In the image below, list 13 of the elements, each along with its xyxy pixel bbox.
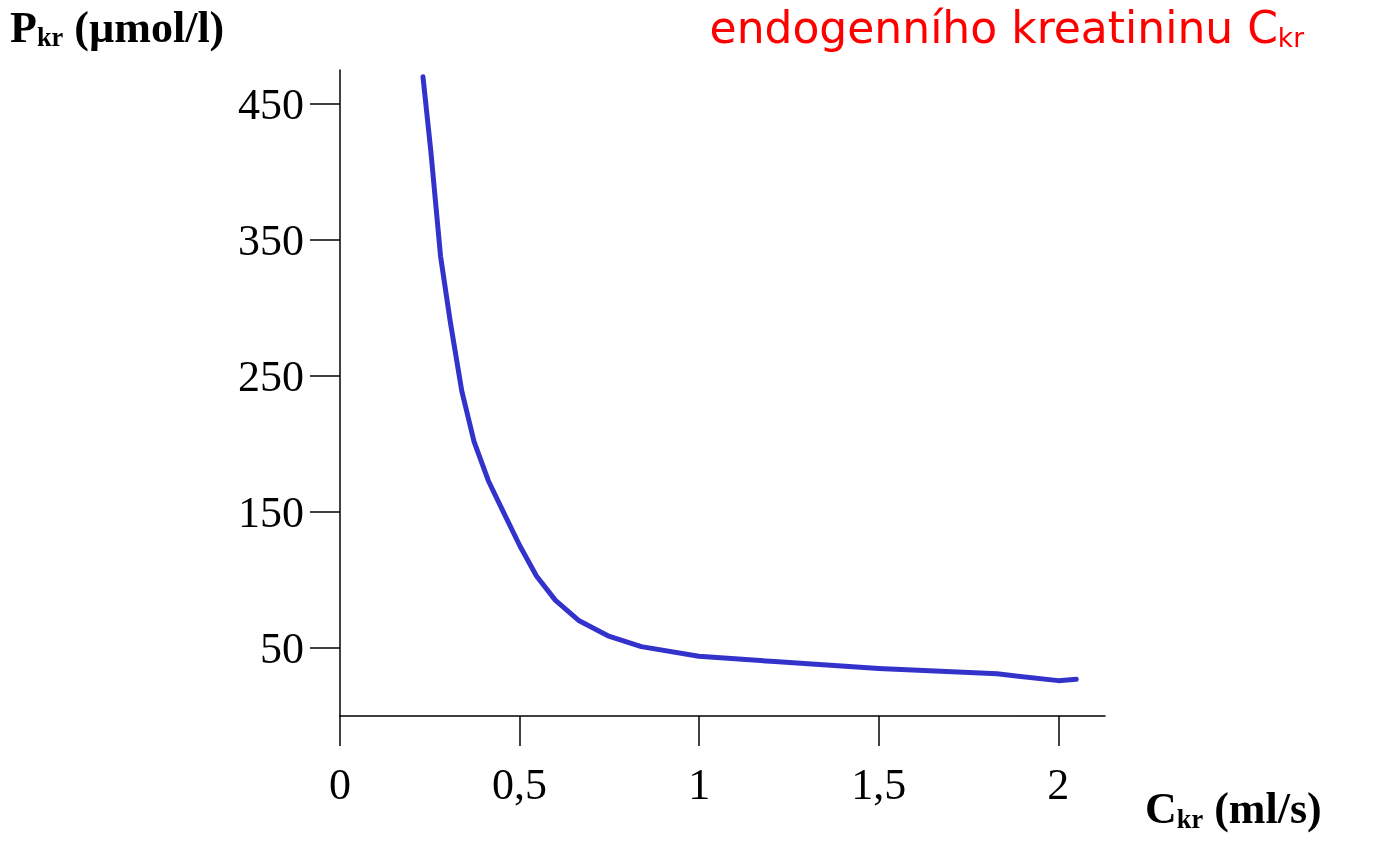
y-tick-label: 150 [238,487,304,537]
y-tick-label: 50 [260,623,304,673]
x-axis-title: Ckr (ml/s) [1145,784,1322,834]
y-tick-label: 450 [238,79,304,129]
x-tick-label: 0,5 [492,759,548,809]
y-tick-label: 350 [238,215,304,265]
y-tick-label: 250 [238,351,304,401]
x-tick-label: 2 [1047,759,1070,809]
x-tick-label: 1 [688,759,711,809]
y-axis-title: Pkr (µmol/l) [10,2,225,52]
x-tick-label: 1,5 [851,759,907,809]
x-tick-label: 0 [329,759,351,809]
chart-title: endogenního kreatininu Ckr [709,2,1305,54]
